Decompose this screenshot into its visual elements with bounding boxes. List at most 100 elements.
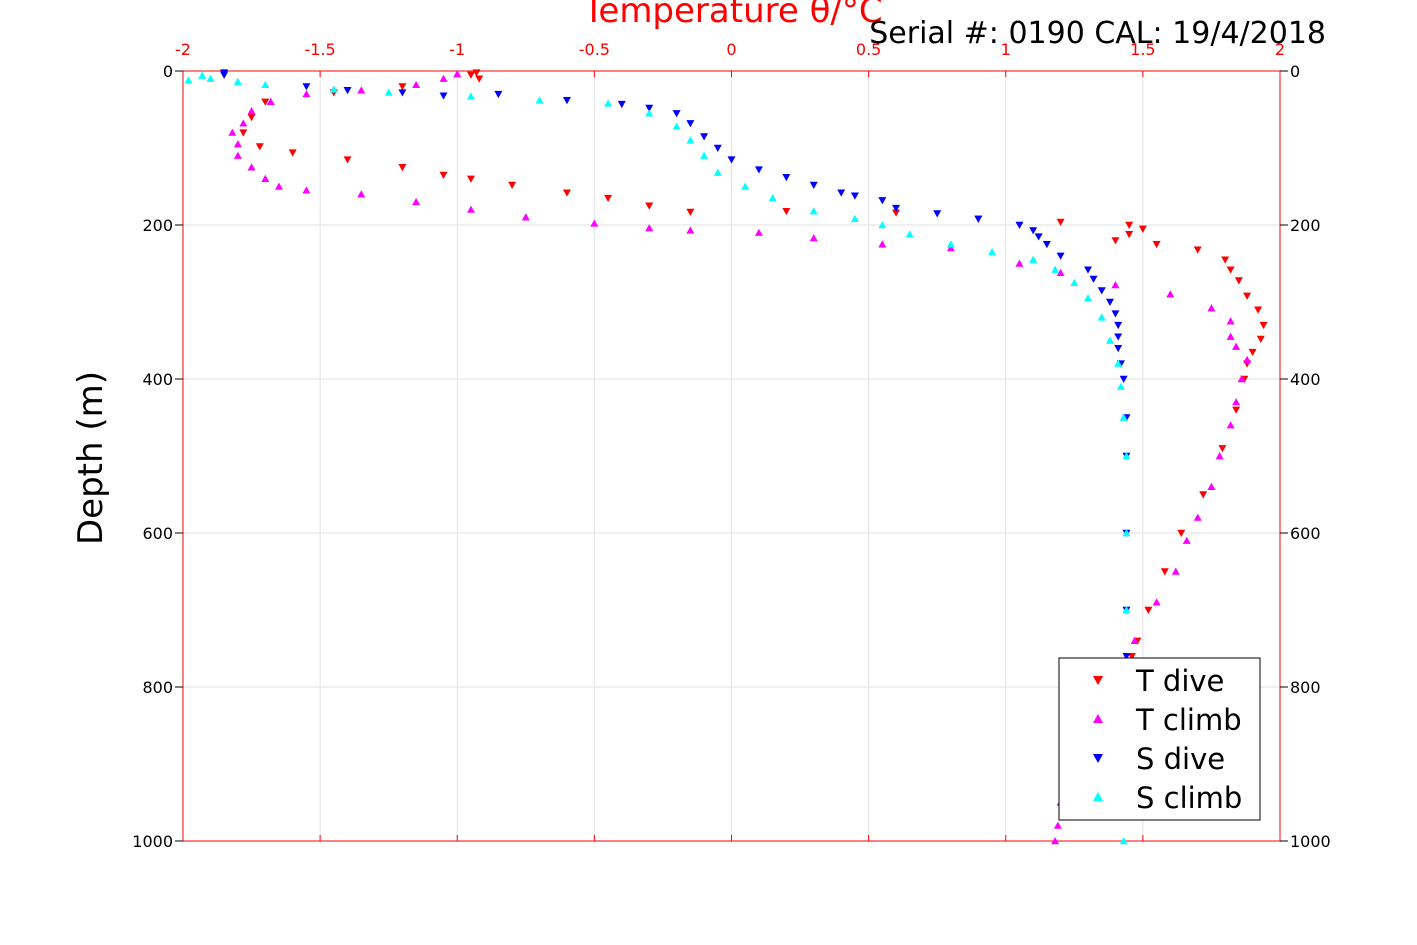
- data-point: [562, 189, 571, 197]
- data-point: [1051, 265, 1060, 273]
- data-point: [357, 86, 366, 94]
- data-point: [1166, 290, 1175, 298]
- data-point: [302, 83, 311, 91]
- data-point: [617, 100, 626, 109]
- data-point: [672, 122, 681, 130]
- data-point: [1254, 306, 1263, 314]
- legend-marker: [1093, 714, 1103, 723]
- data-point: [946, 240, 955, 248]
- data-point: [274, 182, 283, 190]
- x-tick-label: 0: [726, 40, 736, 59]
- data-point: [1207, 304, 1216, 312]
- data-point: [439, 171, 448, 179]
- data-point: [1177, 529, 1186, 537]
- data-point: [1138, 225, 1147, 233]
- data-point: [343, 87, 352, 95]
- data-point: [302, 90, 311, 98]
- data-point: [1122, 529, 1131, 537]
- data-point: [261, 174, 270, 182]
- data-point: [604, 194, 613, 203]
- data-point: [1234, 277, 1243, 285]
- data-point: [1029, 227, 1038, 235]
- data-point: [850, 214, 859, 223]
- data-point: [233, 140, 242, 148]
- y-tick-label-left: 1000: [132, 832, 173, 851]
- data-point: [809, 207, 818, 215]
- data-point: [453, 70, 462, 78]
- data-point: [398, 89, 407, 97]
- data-point: [1193, 513, 1202, 521]
- data-point: [1215, 452, 1224, 460]
- data-point: [466, 175, 475, 183]
- data-point: [1105, 336, 1114, 344]
- data-point: [1114, 359, 1123, 367]
- data-point: [1122, 452, 1131, 460]
- x-tick-label: 0.5: [856, 40, 881, 59]
- data-point: [343, 156, 352, 164]
- data-point: [1248, 348, 1257, 357]
- x-tick-label: 1.5: [1130, 40, 1155, 59]
- data-point: [1056, 218, 1065, 226]
- data-point: [1116, 382, 1125, 390]
- data-point: [439, 92, 448, 100]
- data-point: [1144, 606, 1153, 614]
- data-point: [357, 190, 366, 198]
- data-point: [1199, 491, 1208, 499]
- data-point: [466, 71, 475, 79]
- legend-label-t-dive: T dive: [1135, 664, 1224, 698]
- y-axis-label: Depth (m): [71, 371, 111, 545]
- data-point: [1243, 292, 1252, 300]
- data-point: [1160, 568, 1169, 576]
- y-tick-label-left: 200: [142, 216, 173, 235]
- data-point: [1084, 266, 1093, 274]
- data-point: [1114, 321, 1123, 330]
- data-point: [1226, 332, 1235, 340]
- data-point: [472, 69, 481, 77]
- data-point: [1089, 275, 1098, 283]
- data-point: [1114, 333, 1123, 341]
- data-point: [466, 205, 475, 213]
- data-point: [686, 120, 695, 128]
- data-point: [302, 186, 311, 194]
- data-point: [1182, 536, 1191, 544]
- data-point: [198, 71, 207, 79]
- data-point: [878, 221, 887, 229]
- x-tick-label: -0.5: [579, 40, 610, 59]
- data-point: [1056, 268, 1065, 276]
- data-point: [933, 210, 942, 218]
- data-point: [1029, 255, 1038, 263]
- data-point: [686, 226, 695, 234]
- data-point: [686, 136, 695, 144]
- data-point: [1015, 259, 1024, 267]
- y-tick-label-right: 600: [1290, 524, 1321, 543]
- data-point: [466, 92, 475, 100]
- data-point: [1125, 231, 1134, 239]
- data-point: [1152, 598, 1161, 606]
- data-point: [988, 247, 997, 256]
- data-point: [475, 75, 484, 83]
- data-point: [261, 98, 270, 106]
- data-point: [239, 129, 248, 137]
- legend-label-s-climb: S climb: [1136, 781, 1242, 815]
- data-point: [233, 151, 242, 159]
- data-points: [184, 69, 1268, 845]
- data-point: [1111, 237, 1120, 245]
- legend-marker: [1093, 676, 1103, 685]
- data-point: [1122, 606, 1131, 614]
- data-point: [1125, 221, 1134, 229]
- data-point: [1243, 355, 1252, 363]
- data-point: [384, 88, 393, 96]
- data-point: [905, 230, 914, 238]
- data-point: [809, 181, 818, 189]
- data-point: [1042, 241, 1051, 249]
- x-tick-label: 2: [1275, 40, 1285, 59]
- data-point: [1259, 321, 1268, 330]
- data-point: [850, 192, 859, 200]
- data-point: [686, 208, 695, 216]
- data-point: [754, 166, 763, 174]
- chart-title: Temperature θ/°C: [582, 0, 882, 31]
- data-point: [1097, 313, 1106, 321]
- data-point: [184, 76, 193, 84]
- data-point: [329, 85, 338, 93]
